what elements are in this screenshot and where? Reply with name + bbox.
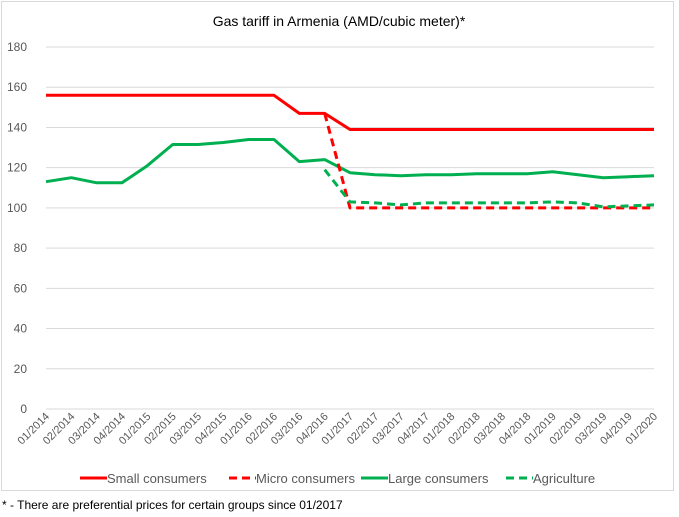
series-line-agriculture <box>323 168 655 209</box>
line-chart: Gas tariff in Armenia (AMD/cubic meter)*… <box>7 13 660 486</box>
y-tick-label: 120 <box>7 161 27 175</box>
y-tick-label: 100 <box>7 201 27 215</box>
y-tick-label: 80 <box>14 241 28 255</box>
y-tick-label: 60 <box>14 281 28 295</box>
legend-label: Small consumers <box>107 471 207 486</box>
legend-label: Large consumers <box>388 471 489 486</box>
series-line-small-consumers <box>46 93 654 131</box>
series-line-micro-consumers <box>323 113 654 210</box>
footnote: * - There are preferential prices for ce… <box>2 498 343 512</box>
y-tick-label: 160 <box>7 80 27 94</box>
y-tick-label: 180 <box>7 40 27 54</box>
y-tick-label: 20 <box>14 362 28 376</box>
legend-label: Agriculture <box>533 471 595 486</box>
y-tick-label: 140 <box>7 120 27 134</box>
legend-label: Micro consumers <box>256 471 355 486</box>
chart-title: Gas tariff in Armenia (AMD/cubic meter)* <box>213 13 466 29</box>
y-tick-label: 0 <box>20 402 27 416</box>
series-line-large-consumers <box>45 138 655 185</box>
y-tick-label: 40 <box>14 322 28 336</box>
